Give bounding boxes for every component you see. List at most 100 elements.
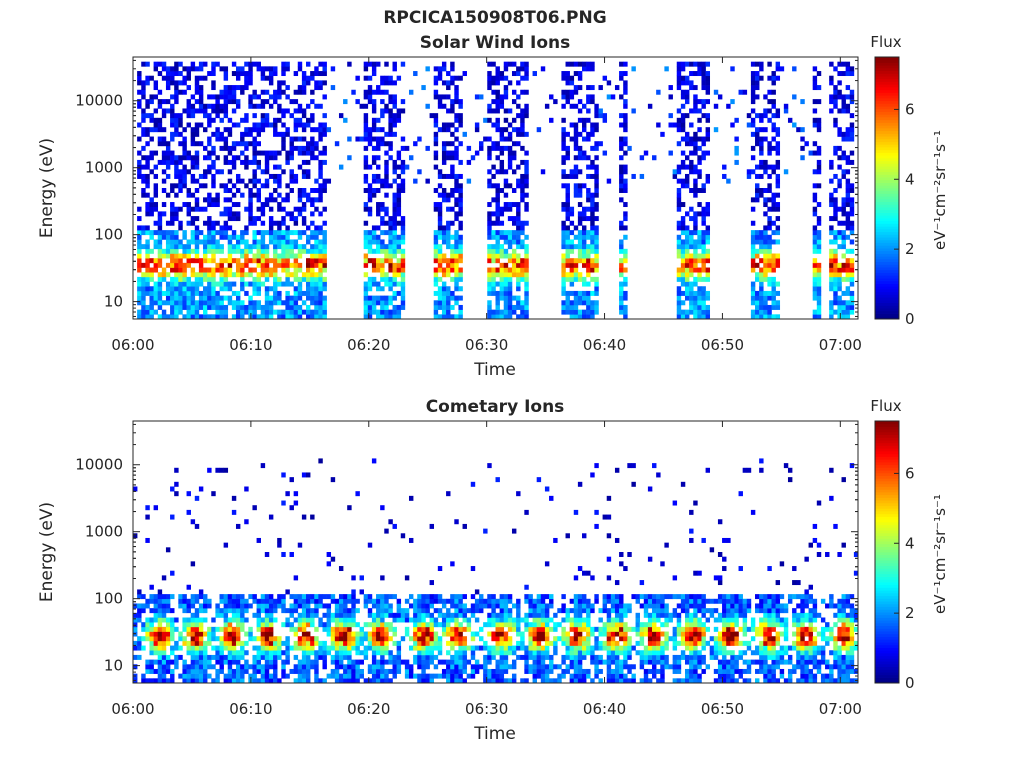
spectrogram-cell xyxy=(701,300,706,306)
spectrogram-cell xyxy=(145,537,150,543)
spectrogram-cell xyxy=(441,304,447,310)
spectrogram-cell xyxy=(705,211,711,217)
spectrogram-cell xyxy=(153,608,159,614)
spectrogram-cell xyxy=(454,230,459,236)
spectrogram-cell xyxy=(363,290,369,296)
spectrogram-cell xyxy=(211,258,216,264)
spectrogram-cell xyxy=(215,197,220,203)
spectrogram-cell xyxy=(441,80,447,86)
spectrogram-cell xyxy=(334,612,340,618)
spectrogram-cell xyxy=(145,286,150,292)
spectrogram-cell xyxy=(388,594,393,600)
spectrogram-cell xyxy=(273,678,278,684)
spectrogram-cell xyxy=(763,108,768,114)
spectrogram-cell xyxy=(421,673,426,679)
spectrogram-cell xyxy=(231,640,237,646)
spectrogram-cell xyxy=(569,136,575,142)
spectrogram-cell xyxy=(338,164,344,170)
spectrogram-cell xyxy=(198,314,204,320)
spectrogram-cell xyxy=(750,155,756,161)
spectrogram-cell xyxy=(343,608,348,614)
spectrogram-cell xyxy=(260,267,266,273)
spectrogram-cell xyxy=(260,678,266,684)
spectrogram-cell xyxy=(149,631,154,637)
spectrogram-cell xyxy=(458,272,463,278)
spectrogram-cell xyxy=(219,640,224,646)
spectrogram-cell xyxy=(248,178,253,184)
spectrogram-cell xyxy=(520,258,525,264)
spectrogram-cell xyxy=(285,304,290,310)
spectrogram-cell xyxy=(235,216,241,222)
spectrogram-cell xyxy=(322,80,327,86)
spectrogram-cell xyxy=(829,253,834,259)
spectrogram-cell xyxy=(194,617,200,623)
colorbar-frame xyxy=(874,56,900,320)
spectrogram-cell xyxy=(355,136,360,142)
spectrogram-cell xyxy=(273,286,278,292)
spectrogram-cell xyxy=(516,113,521,119)
spectrogram-cell xyxy=(219,598,224,604)
spectrogram-cell xyxy=(310,71,315,77)
spectrogram-cell xyxy=(384,631,389,637)
spectrogram-cell xyxy=(454,295,459,301)
spectrogram-cell xyxy=(235,664,241,670)
spectrogram-cell xyxy=(380,636,385,642)
spectrogram-cell xyxy=(392,103,397,109)
spectrogram-cell xyxy=(676,169,682,175)
spectrogram-cell xyxy=(170,253,175,259)
spectrogram-cell xyxy=(437,286,443,292)
spectrogram-cell xyxy=(203,645,208,651)
spectrogram-cell xyxy=(371,122,377,128)
spectrogram-cell xyxy=(343,650,348,656)
spectrogram-cell xyxy=(301,673,307,679)
spectrogram-cell xyxy=(219,244,224,250)
spectrogram-cell xyxy=(392,314,397,320)
spectrogram-cell xyxy=(231,99,237,105)
spectrogram-cell xyxy=(190,258,196,264)
spectrogram-cell xyxy=(458,159,463,165)
colorbar-swatch xyxy=(875,226,899,230)
spectrogram-cell xyxy=(689,281,694,287)
spectrogram-cell xyxy=(487,80,492,86)
spectrogram-cell xyxy=(619,262,624,268)
spectrogram-cell xyxy=(330,598,336,604)
spectrogram-cell xyxy=(392,211,397,217)
spectrogram-cell xyxy=(491,99,496,105)
spectrogram-cell xyxy=(260,248,266,254)
spectrogram-cell xyxy=(161,155,167,161)
spectrogram-cell xyxy=(392,216,397,222)
spectrogram-cell xyxy=(520,183,525,189)
spectrogram-cell xyxy=(235,202,241,208)
spectrogram-cell xyxy=(161,300,167,306)
spectrogram-cell xyxy=(586,136,591,142)
spectrogram-cell xyxy=(301,80,307,86)
spectrogram-cell xyxy=(376,636,381,642)
spectrogram-cell xyxy=(355,645,360,651)
spectrogram-cell xyxy=(252,155,257,161)
spectrogram-cell xyxy=(145,276,150,282)
spectrogram-cell xyxy=(495,202,500,208)
spectrogram-cell xyxy=(812,290,818,296)
spectrogram-cell xyxy=(293,594,299,600)
spectrogram-cell xyxy=(598,108,603,114)
spectrogram-cell xyxy=(322,612,327,618)
spectrogram-cell xyxy=(153,108,159,114)
spectrogram-cell xyxy=(363,678,369,684)
spectrogram-cell xyxy=(590,61,595,67)
spectrogram-cell xyxy=(322,594,327,600)
spectrogram-cell xyxy=(363,603,369,609)
spectrogram-cell xyxy=(400,216,406,222)
spectrogram-cell xyxy=(413,626,418,632)
spectrogram-cell xyxy=(816,281,822,287)
spectrogram-cell xyxy=(577,85,583,91)
spectrogram-cell xyxy=(775,173,781,179)
spectrogram-cell xyxy=(145,155,150,161)
spectrogram-cell xyxy=(310,636,315,642)
spectrogram-cell xyxy=(161,659,167,665)
spectrogram-cell xyxy=(252,267,257,273)
spectrogram-cell xyxy=(314,640,319,646)
spectrogram-cell xyxy=(684,131,690,137)
spectrogram-cell xyxy=(203,598,208,604)
spectrogram-cell xyxy=(240,286,245,292)
spectrogram-cell xyxy=(277,89,282,95)
